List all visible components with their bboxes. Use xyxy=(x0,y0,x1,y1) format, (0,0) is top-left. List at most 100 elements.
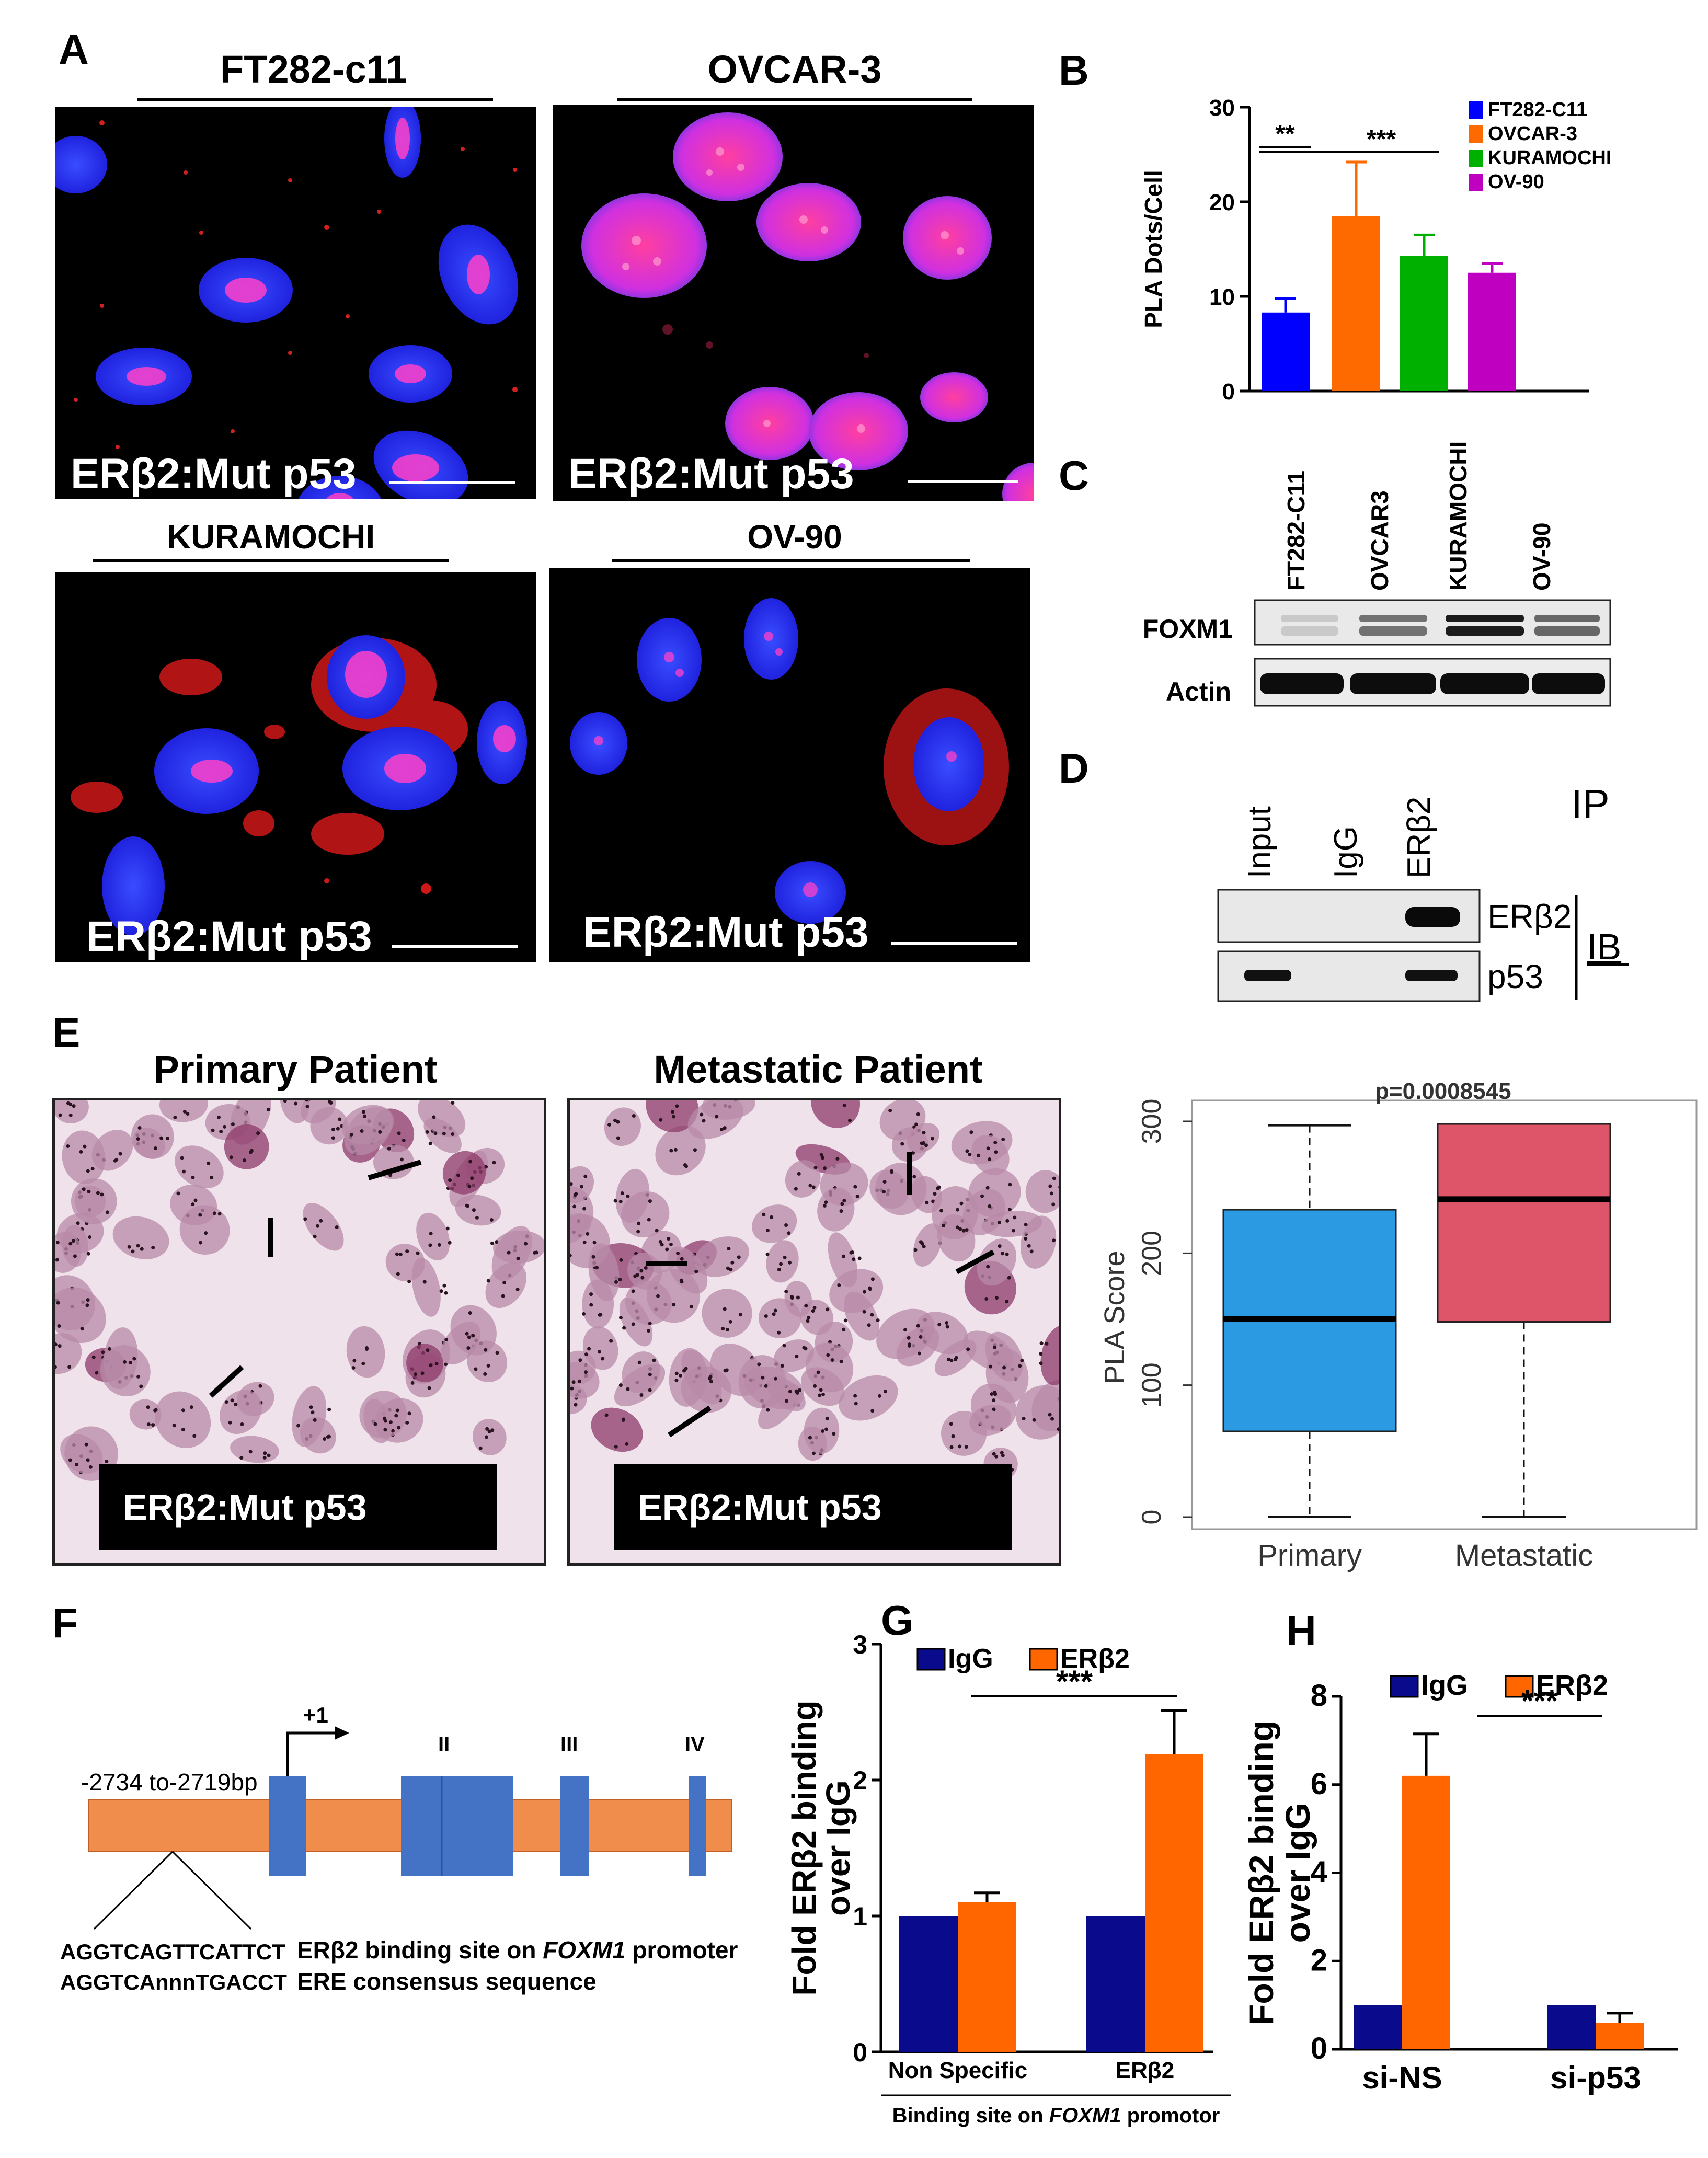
pla-dot xyxy=(1011,1229,1015,1233)
nucleus xyxy=(702,1289,752,1338)
pla-dot xyxy=(56,1301,60,1305)
pla-dot xyxy=(707,1376,712,1381)
pla-dot xyxy=(785,1399,789,1403)
pla-dot xyxy=(451,1132,455,1137)
pla-dot xyxy=(87,1189,91,1193)
pla-dot xyxy=(727,1246,731,1250)
pla-dot xyxy=(616,1136,620,1140)
pla-dot xyxy=(648,1388,652,1392)
pla-dot xyxy=(468,1311,472,1315)
y-tick-label: 0 xyxy=(1222,379,1235,403)
pla-dot xyxy=(1002,1365,1006,1370)
nucleus xyxy=(968,1168,1021,1218)
pla-dot xyxy=(361,1361,365,1365)
pla-dot xyxy=(445,1226,450,1231)
pla-dot xyxy=(853,1394,857,1398)
pla-dot xyxy=(765,1252,770,1256)
pla-dot xyxy=(1039,1361,1043,1365)
pla-dot xyxy=(68,1242,73,1246)
pla-dot xyxy=(916,1324,920,1328)
pla-dot xyxy=(448,1241,452,1245)
pla-dot xyxy=(131,1249,135,1254)
pla-dot xyxy=(709,1380,713,1384)
pla-dot xyxy=(136,1137,140,1141)
pla-dot xyxy=(165,1137,169,1141)
row-label-foxm1: FOXM1 xyxy=(1143,614,1233,644)
pla-dot xyxy=(1001,1453,1005,1457)
pla-dot xyxy=(958,1227,962,1231)
nucleus xyxy=(1025,1170,1059,1213)
pla-dot xyxy=(456,1173,460,1177)
pla-dot xyxy=(67,1365,72,1369)
exon-label-4: IV xyxy=(685,1733,705,1756)
pla-dot xyxy=(1005,1219,1010,1223)
pla-dot xyxy=(870,1313,874,1317)
nucleus xyxy=(491,1226,532,1281)
micrograph-caption: ERβ2:Mut p53 xyxy=(583,909,869,956)
pla-dot xyxy=(351,1366,356,1370)
pla-dot xyxy=(444,1337,449,1341)
pla-dot xyxy=(968,1152,972,1156)
pla-dot xyxy=(397,1131,401,1135)
pla-dot xyxy=(959,1201,964,1206)
y-tick-label: 0 xyxy=(1137,1510,1167,1525)
pla-dot xyxy=(919,1240,923,1244)
legend-label: IgG xyxy=(1421,1670,1468,1701)
pla-dot xyxy=(1000,1252,1004,1256)
exon-2 xyxy=(401,1776,513,1876)
pla-dot xyxy=(444,1291,448,1295)
bar-igg-0 xyxy=(1354,2005,1402,2049)
pla-dot xyxy=(86,1458,90,1462)
y-axis-label: PLA Dots/Cell xyxy=(1140,170,1167,328)
pla-dot xyxy=(402,1138,406,1142)
pla-dot xyxy=(502,1280,507,1284)
nucleus xyxy=(55,1333,82,1374)
pla-dot xyxy=(632,1114,636,1118)
pla-dot xyxy=(128,1361,132,1365)
pla-dot xyxy=(595,1266,599,1270)
pla-dot xyxy=(951,1434,955,1438)
pla-dot xyxy=(988,1157,992,1161)
pla-dot xyxy=(579,1185,583,1189)
pla-dot xyxy=(336,1127,340,1131)
pla-dot xyxy=(362,1114,366,1118)
pla-dot xyxy=(998,1244,1002,1248)
nucleus xyxy=(224,1124,269,1169)
nucleus xyxy=(179,1205,230,1255)
y-tick-label: 20 xyxy=(1209,190,1235,215)
pla-dot xyxy=(172,1424,176,1428)
pla-dot xyxy=(812,1305,817,1310)
pla-dot xyxy=(658,1239,662,1244)
pla-dot xyxy=(584,1370,588,1374)
pla-dot xyxy=(192,1434,197,1438)
pla-dot xyxy=(956,1208,960,1212)
pla-dot xyxy=(495,1240,499,1244)
pla-dot xyxy=(266,1107,270,1111)
pla-dot xyxy=(492,1161,496,1165)
micrograph-ft282: ERβ2:Mut p53 xyxy=(55,107,536,499)
pla-dot xyxy=(57,1324,61,1328)
nucleus xyxy=(604,1107,641,1146)
pla-dot xyxy=(618,1199,623,1203)
pla-dot xyxy=(614,1280,618,1284)
micrograph-title-kuramochi: KURAMOCHI xyxy=(166,518,375,556)
pla-dot xyxy=(587,1347,591,1351)
panel-letter-f: F xyxy=(52,1600,78,1646)
nucleus xyxy=(582,1326,618,1370)
pla-dot xyxy=(1018,1364,1022,1368)
nucleus xyxy=(301,1100,336,1123)
x-tick-label: Primary xyxy=(1257,1539,1362,1572)
pla-dot xyxy=(451,1101,455,1105)
pla-dot xyxy=(852,1257,856,1261)
pla-dot xyxy=(383,1428,387,1432)
pla-dot xyxy=(655,1229,659,1233)
pla-dot xyxy=(876,1318,880,1323)
pla-dot xyxy=(806,1319,810,1323)
region-label: -2734 to-2719bp xyxy=(81,1769,258,1796)
y-axis-label: PLA Score xyxy=(1103,1250,1130,1384)
pla-dot xyxy=(228,1420,232,1425)
y-tick-label: 100 xyxy=(1137,1362,1167,1408)
pla-dot xyxy=(146,1422,151,1427)
pla-dot xyxy=(853,1185,857,1189)
pla-dot xyxy=(726,1327,730,1331)
